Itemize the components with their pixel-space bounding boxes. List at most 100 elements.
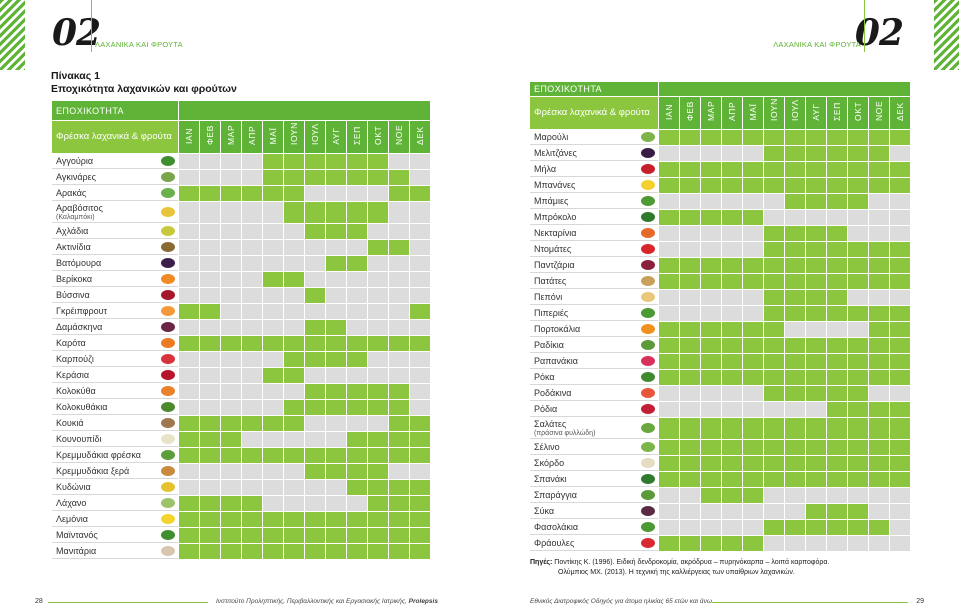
in-season-cell bbox=[785, 226, 805, 241]
off-season-cell bbox=[263, 320, 283, 335]
in-season-cell bbox=[806, 146, 826, 161]
off-season-cell bbox=[368, 256, 388, 271]
in-season-cell bbox=[347, 154, 367, 169]
season-header: ΕΠΟΧΙΚΟΤΗΤΑ bbox=[52, 101, 178, 120]
off-season-cell bbox=[263, 288, 283, 303]
produce-name-cell: Κρεμμυδάκια φρέσκα bbox=[52, 448, 178, 463]
right-page-number: 29 bbox=[916, 598, 924, 605]
off-season-cell bbox=[890, 386, 910, 401]
table-row: Σέλινο bbox=[530, 440, 910, 455]
produce-name: Μανιτάρια bbox=[56, 545, 97, 556]
in-season-cell bbox=[827, 146, 847, 161]
cucumber-icon bbox=[161, 156, 175, 166]
off-season-cell bbox=[659, 226, 679, 241]
produce-name: Κουκιά bbox=[56, 417, 84, 428]
table-row: Αγκινάρες bbox=[52, 170, 430, 185]
produce-name: Πεπόνι bbox=[534, 291, 563, 302]
off-season-cell bbox=[368, 368, 388, 383]
in-season-cell bbox=[722, 162, 742, 177]
off-season-cell bbox=[680, 194, 700, 209]
left-chapter-number: 02 bbox=[52, 12, 101, 54]
source-2: Ολύμπιος ΜΧ. (2013). Η τεχνική της καλλι… bbox=[558, 568, 795, 576]
month-header: ΟΚΤ bbox=[368, 121, 388, 153]
in-season-cell bbox=[827, 274, 847, 289]
pomegranates-icon bbox=[641, 404, 655, 414]
month-header: ΣΕΠ bbox=[347, 121, 367, 153]
produce-name: Μαρούλι bbox=[534, 131, 569, 142]
in-season-cell bbox=[890, 322, 910, 337]
produce-name-cell: Φράουλες bbox=[530, 536, 658, 551]
figs-icon bbox=[641, 506, 655, 516]
in-season-cell bbox=[806, 290, 826, 305]
in-season-cell bbox=[701, 536, 721, 551]
produce-name-cell: Ραπανάκια bbox=[530, 354, 658, 369]
in-season-cell bbox=[284, 186, 304, 201]
in-season-cell bbox=[410, 512, 430, 527]
in-season-cell bbox=[200, 448, 220, 463]
off-season-cell bbox=[242, 224, 262, 239]
spinach-icon bbox=[641, 474, 655, 484]
table-row: Μελιτζάνες bbox=[530, 146, 910, 161]
off-season-cell bbox=[263, 496, 283, 511]
in-season-cell bbox=[806, 130, 826, 145]
off-season-cell bbox=[221, 154, 241, 169]
produce-name: Παντζάρια bbox=[534, 259, 575, 270]
off-season-cell bbox=[890, 146, 910, 161]
in-season-cell bbox=[890, 370, 910, 385]
produce-name: Νεκταρίνια bbox=[534, 227, 577, 238]
off-season-cell bbox=[326, 288, 346, 303]
table-row: Ραπανάκια bbox=[530, 354, 910, 369]
season-header: ΕΠΟΧΙΚΟΤΗΤΑ bbox=[530, 82, 658, 96]
in-season-cell bbox=[785, 456, 805, 471]
off-season-cell bbox=[743, 504, 763, 519]
off-season-cell bbox=[242, 480, 262, 495]
produce-name-cell: Ρόκα bbox=[530, 370, 658, 385]
off-season-cell bbox=[869, 386, 889, 401]
in-season-cell bbox=[284, 352, 304, 367]
in-season-cell bbox=[743, 178, 763, 193]
table-row: Βατόμουρα bbox=[52, 256, 430, 271]
in-season-cell bbox=[659, 472, 679, 487]
in-season-cell bbox=[410, 432, 430, 447]
in-season-cell bbox=[389, 186, 409, 201]
in-season-cell bbox=[701, 418, 721, 439]
in-season-cell bbox=[326, 202, 346, 223]
off-season-cell bbox=[179, 384, 199, 399]
in-season-cell bbox=[764, 242, 784, 257]
seasonality-table-right: ΕΠΟΧΙΚΟΤΗΤΑ Φρέσκα λαχανικά & φρούτα ΙΑΝ… bbox=[529, 81, 911, 552]
off-season-cell bbox=[785, 504, 805, 519]
table-row: Κουκιά bbox=[52, 416, 430, 431]
off-season-cell bbox=[701, 386, 721, 401]
produce-name: Αχλάδια bbox=[56, 225, 89, 236]
in-season-cell bbox=[890, 456, 910, 471]
in-season-cell bbox=[785, 370, 805, 385]
salad-greens-icon bbox=[641, 423, 655, 433]
off-season-cell bbox=[869, 290, 889, 305]
produce-name: Κρεμμυδάκια φρέσκα bbox=[56, 449, 141, 460]
off-season-cell bbox=[179, 154, 199, 169]
in-season-cell bbox=[305, 400, 325, 415]
in-season-cell bbox=[848, 386, 868, 401]
in-season-cell bbox=[806, 504, 826, 519]
in-season-cell bbox=[869, 440, 889, 455]
off-season-cell bbox=[806, 536, 826, 551]
produce-subname: (Καλαμπόκι) bbox=[56, 213, 95, 221]
in-season-cell bbox=[410, 496, 430, 511]
in-season-cell bbox=[827, 226, 847, 241]
off-season-cell bbox=[326, 304, 346, 319]
in-season-cell bbox=[722, 258, 742, 273]
in-season-cell bbox=[785, 306, 805, 321]
tomatoes-icon bbox=[641, 244, 655, 254]
off-season-cell bbox=[827, 210, 847, 225]
off-season-cell bbox=[806, 488, 826, 503]
produce-name-cell: Πεπόνι bbox=[530, 290, 658, 305]
in-season-cell bbox=[890, 472, 910, 487]
produce-subname: (πράσινα φυλλώδη) bbox=[534, 429, 596, 437]
left-footer: Ινστιτούτο Προληπτικής, Περιβαλλοντικής … bbox=[216, 598, 438, 605]
produce-name-cell: Βερίκοκα bbox=[52, 272, 178, 287]
in-season-cell bbox=[848, 456, 868, 471]
left-footer-text: Ινστιτούτο Προληπτικής, Περιβαλλοντικής … bbox=[216, 598, 409, 605]
in-season-cell bbox=[890, 162, 910, 177]
produce-name-cell: Πορτοκάλια bbox=[530, 322, 658, 337]
off-season-cell bbox=[179, 400, 199, 415]
